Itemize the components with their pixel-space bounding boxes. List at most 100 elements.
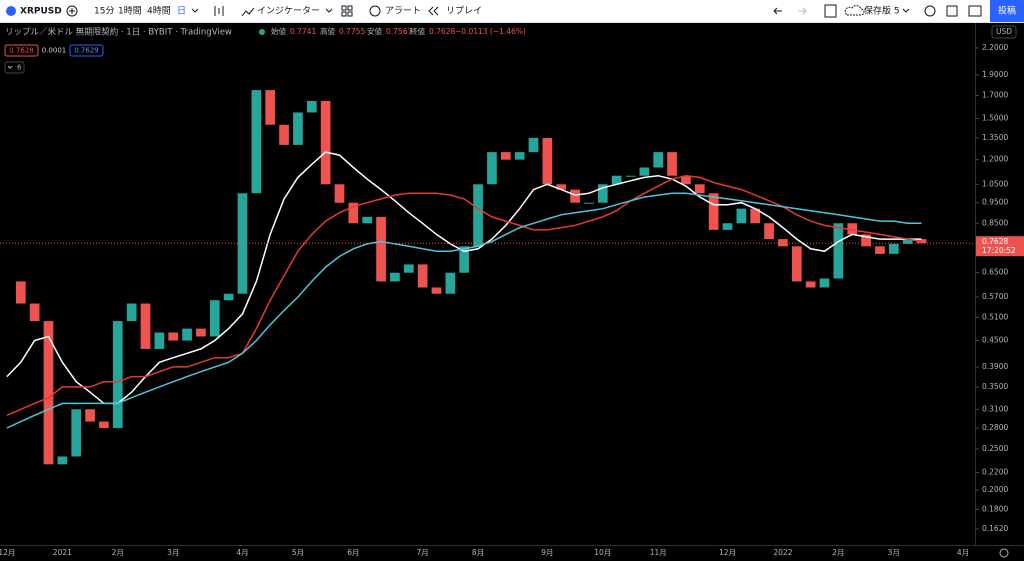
candle [29, 303, 40, 322]
y-tick-label: 1.5000 [982, 114, 1008, 123]
candle [168, 332, 179, 341]
save-button[interactable]: 保存版 5 [864, 5, 900, 17]
y-tick-label: 0.3900 [982, 362, 1008, 371]
candle [528, 137, 539, 153]
candle [514, 152, 525, 160]
candle [888, 243, 899, 254]
alert-button[interactable]: アラート [385, 6, 421, 17]
y-tick-label: 0.2800 [982, 423, 1008, 432]
y-tick-label: 0.1620 [982, 524, 1008, 533]
x-tick-label: 2021 [53, 548, 72, 557]
last-price: 0.7628 [982, 237, 1008, 246]
x-tick-label: 11月 [650, 548, 667, 557]
ask-box[interactable] [69, 44, 104, 57]
candle [639, 167, 650, 176]
candle [694, 184, 705, 194]
candle [209, 300, 220, 337]
candle [320, 100, 331, 185]
alert-icon[interactable] [369, 5, 381, 17]
x-tick-label: 6月 [347, 548, 359, 557]
symbol-icon[interactable] [6, 6, 16, 16]
y-tick-label: 0.4500 [982, 336, 1008, 345]
save-dropdown[interactable] [902, 8, 910, 13]
x-tick-label: 10月 [594, 548, 611, 557]
indicator-toggle[interactable] [4, 61, 25, 74]
settings-button[interactable] [924, 5, 936, 17]
indicator-count[interactable]: 6 [17, 64, 22, 72]
publish-button[interactable] [990, 0, 1024, 22]
bid[interactable]: 0.7628 [9, 47, 34, 55]
plot [0, 90, 975, 465]
x-tick-label: 2月 [112, 548, 124, 557]
chart-background [0, 23, 1024, 561]
moving-average [6, 151, 922, 405]
countdown: 17:20:52 [982, 246, 1016, 255]
indicator-chevron[interactable] [7, 65, 13, 69]
candle [473, 184, 483, 247]
ask[interactable]: 0.7629 [74, 47, 99, 55]
replay-icon[interactable] [428, 6, 439, 16]
candle [667, 152, 677, 176]
candle [140, 303, 151, 349]
low-value: 0.7567 [386, 27, 412, 36]
x-tick-label: 7月 [417, 548, 429, 557]
axis-settings[interactable] [999, 548, 1009, 558]
candle [112, 321, 123, 429]
candle [334, 184, 345, 203]
candle [417, 264, 428, 288]
candle [861, 234, 871, 247]
snapshot-button[interactable] [968, 5, 982, 17]
interval[interactable]: 4時間 [147, 6, 171, 17]
y-tick-label: 1.3500 [982, 133, 1008, 142]
candle [265, 90, 276, 125]
candle [71, 409, 82, 457]
undo-button[interactable] [773, 7, 782, 15]
indicators-dropdown[interactable] [325, 8, 333, 13]
layout-button[interactable] [341, 5, 353, 17]
indicators-button[interactable]: インジケーター [257, 6, 320, 17]
chart-type-button[interactable] [214, 6, 224, 16]
spread: 0.0001 [42, 47, 67, 55]
y-tick-label: 0.5100 [982, 312, 1008, 321]
fullscreen-button[interactable] [946, 5, 958, 17]
candle [542, 137, 553, 185]
interval[interactable]: 15分 [94, 6, 114, 17]
bid-box[interactable] [4, 44, 39, 57]
candle [500, 152, 511, 160]
y-tick-label: 0.3100 [982, 404, 1008, 413]
interval-dropdown[interactable] [191, 8, 199, 13]
cloud-icon[interactable] [844, 5, 865, 16]
moving-average [6, 192, 922, 429]
currency[interactable]: USD [996, 27, 1012, 36]
x-tick-label: 12月 [719, 548, 736, 557]
candle [584, 202, 594, 204]
y-tick-label: 1.9000 [982, 70, 1008, 79]
y-tick-label: 1.2000 [982, 155, 1008, 164]
candle [223, 293, 234, 301]
symbol[interactable]: XRPUSD [20, 7, 62, 17]
x-tick-label: 8月 [472, 548, 484, 557]
candle [293, 112, 303, 145]
candle [126, 303, 137, 322]
interval[interactable]: 1時間 [118, 6, 142, 17]
currency-button[interactable] [991, 25, 1017, 39]
redo-button[interactable] [798, 7, 807, 15]
candle [778, 239, 788, 247]
y-tick-label: 0.2200 [982, 468, 1008, 477]
candle [611, 175, 622, 185]
candle [847, 223, 858, 235]
candle [445, 272, 456, 294]
replay-button[interactable]: リプレイ [446, 6, 482, 17]
close-value: 0.7628 [429, 27, 455, 36]
indicator-icon[interactable] [241, 7, 255, 17]
candle [154, 332, 165, 349]
interval-active[interactable]: 日 [177, 6, 186, 17]
candle [431, 287, 442, 294]
publish-label[interactable]: 投稿 [998, 5, 1016, 17]
last-price-box [976, 236, 1024, 257]
panel-button[interactable] [824, 4, 837, 18]
toolbar [0, 0, 1024, 23]
compare-button[interactable] [66, 5, 78, 17]
